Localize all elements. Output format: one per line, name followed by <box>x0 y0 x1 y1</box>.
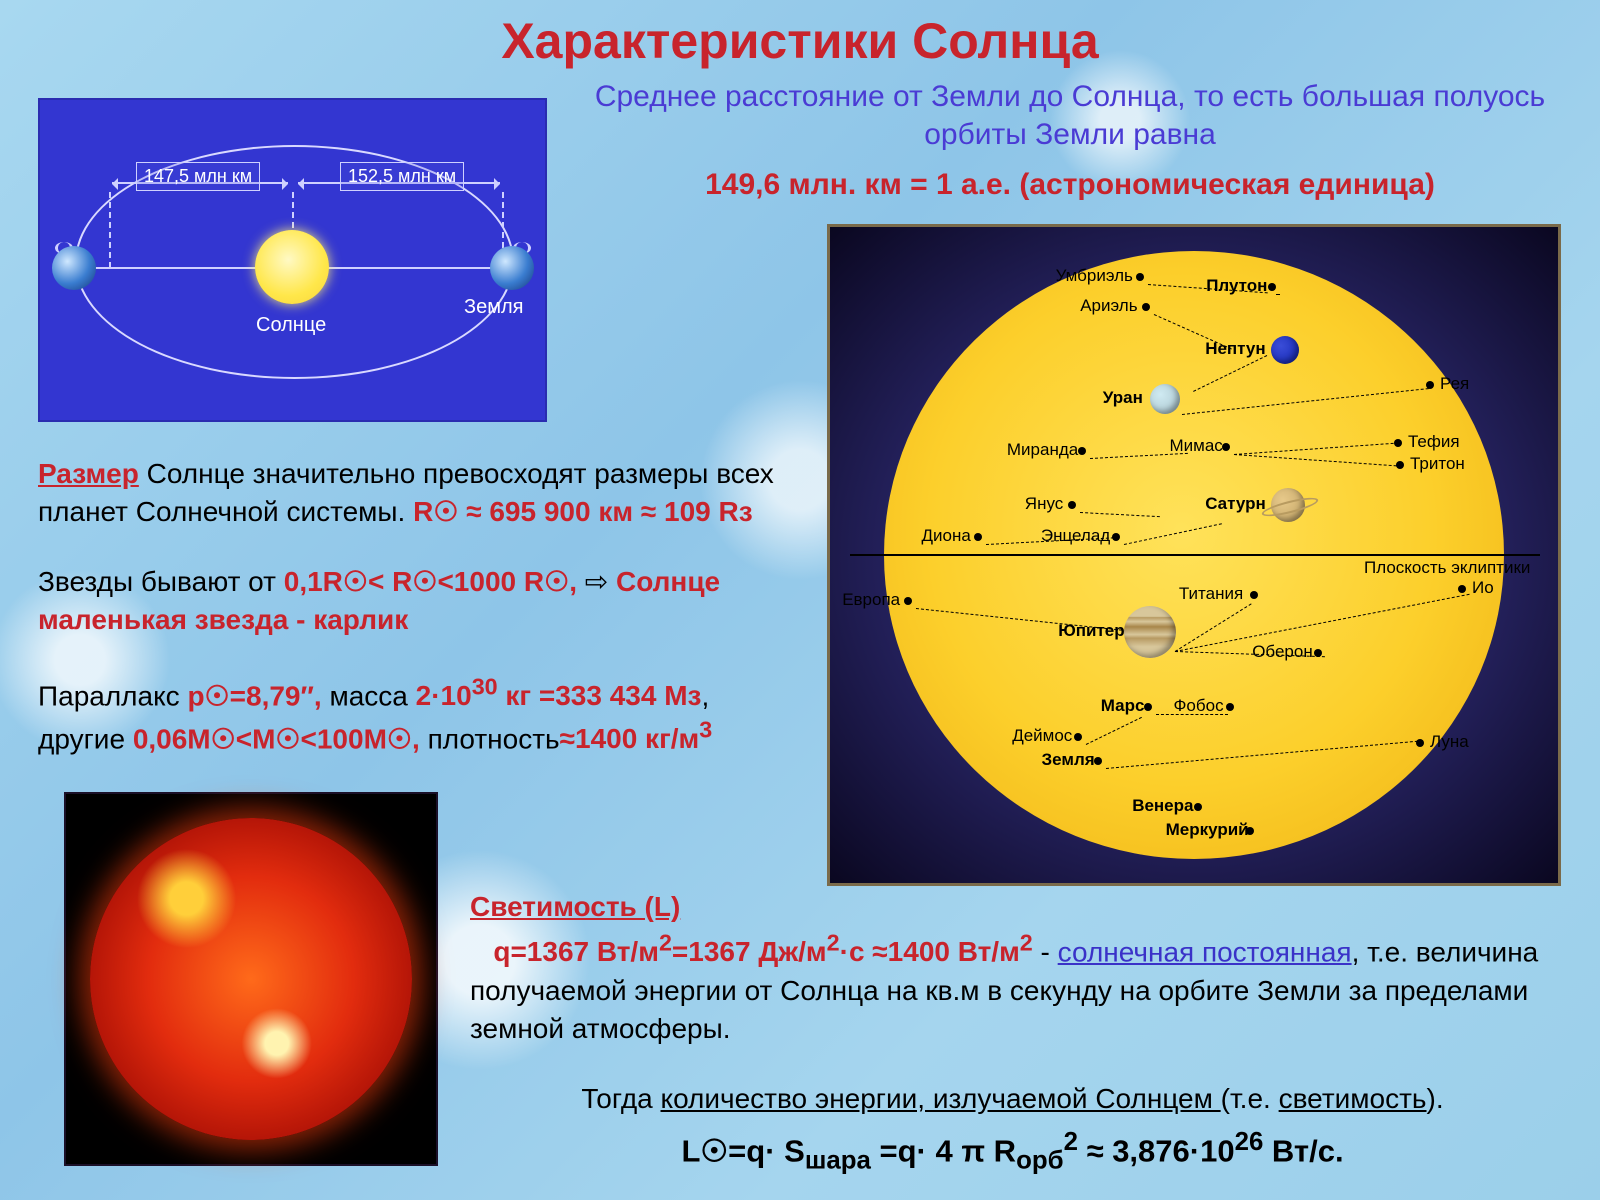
label-Титания: Титания <box>1179 584 1243 604</box>
orbit-sun-label: Солнце <box>256 314 326 337</box>
dot-Миранда <box>1078 447 1086 455</box>
luminosity-formula: L☉=q· Sшара =q· 4 π Rорб2 ≈ 3,876·1026 В… <box>470 1128 1555 1176</box>
ecliptic-label: Плоскость эклиптики <box>1364 558 1530 578</box>
mass-density: ≈1400 кг/м3 <box>560 723 713 754</box>
label-Ариэль: Ариэль <box>1080 296 1137 316</box>
dot-Ио <box>1458 585 1466 593</box>
dot-Деймос <box>1074 733 1082 741</box>
size-label: Размер <box>38 458 139 489</box>
luminosity-paragraph: Светимость (L) q=1367 Вт/м2=1367 Дж/м2·с… <box>470 888 1555 1049</box>
dot-Марс <box>1144 703 1152 711</box>
orbit-earth-label: Земля <box>464 296 523 319</box>
label-Мимас: Мимас <box>1170 436 1223 456</box>
label-Юпитер: Юпитер <box>1058 621 1124 641</box>
mass-t4: плотность <box>420 723 560 754</box>
dot-Ариэль <box>1142 303 1150 311</box>
stars-arrow-icon: ⇨ <box>585 566 616 597</box>
label-Диона: Диона <box>922 526 971 546</box>
label-Луна: Луна <box>1430 732 1469 752</box>
dot-Тефия <box>1394 439 1402 447</box>
slide-subtitle: Среднее расстояние от Земли до Солнца, т… <box>570 78 1570 153</box>
au-line: 149,6 млн. км = 1 а.е. (астрономическая … <box>570 168 1570 202</box>
planet-Сатурн <box>1271 488 1305 522</box>
sun-scale-diagram: Плоскость эклиптики Умбриэль Ариэль Плутон… <box>827 224 1561 886</box>
dot-Тритон <box>1396 461 1404 469</box>
planet-Уран <box>1150 384 1180 414</box>
orbit-dash-left <box>109 192 111 268</box>
label-Меркурий: Меркурий <box>1166 820 1249 840</box>
orbit-aphelion-label: 152,5 млн км <box>340 162 464 191</box>
label-Тефия: Тефия <box>1408 432 1460 452</box>
stars-t1: Звезды бывают от <box>38 566 284 597</box>
dot-Мимас <box>1222 443 1230 451</box>
dot-Земля <box>1094 757 1102 765</box>
lum2-t: Тогда <box>581 1083 660 1114</box>
planet-Нептун <box>1271 336 1299 364</box>
lum2-u2: светимость <box>1279 1083 1427 1114</box>
orbit-diagram: 147,5 млн км 152,5 млн км Солнце Земля <box>38 98 547 422</box>
dot-Европа <box>904 597 912 605</box>
dot-Титания <box>1250 591 1258 599</box>
orbit-sun <box>255 230 329 304</box>
label-Фобос: Фобос <box>1174 696 1224 716</box>
mass-paragraph: Параллакс p☉=8,79″, масса 2·1030 кг =333… <box>38 672 778 758</box>
mass-value: 2·1030 кг =333 434 Mз <box>416 680 702 711</box>
planet-Юпитер <box>1124 606 1176 658</box>
label-Оберон: Оберон <box>1252 642 1313 662</box>
sun-ball-icon <box>90 818 412 1140</box>
dot-Янус <box>1068 501 1076 509</box>
dot-Энцелад <box>1112 533 1120 541</box>
label-Венера: Венера <box>1132 796 1193 816</box>
label-Рея: Рея <box>1440 374 1469 394</box>
lum2-end: ). <box>1427 1083 1444 1114</box>
label-Тритон: Тритон <box>1410 454 1465 474</box>
label-Янус: Янус <box>1025 494 1063 514</box>
label-Сатурн: Сатурн <box>1205 494 1266 514</box>
label-Миранда: Миранда <box>1007 440 1078 460</box>
dot-Оберон <box>1314 649 1322 657</box>
label-Марс: Марс <box>1101 696 1145 716</box>
lum-dash: - <box>1033 936 1058 967</box>
star-range-paragraph: Звезды бывают от 0,1R☉< R☉<1000 R☉, ⇨ Со… <box>38 563 778 639</box>
dot-Фобос <box>1226 703 1234 711</box>
dot-Луна <box>1416 739 1424 747</box>
mass-t2: масса <box>322 680 416 711</box>
mass-t1: Параллакс <box>38 680 187 711</box>
ecliptic-line <box>850 554 1540 556</box>
mass-range: 0,06М☉<М☉<100М☉, <box>133 723 420 754</box>
label-Уран: Уран <box>1103 388 1143 408</box>
orbit-perihelion-label: 147,5 млн км <box>136 162 260 191</box>
label-Земля: Земля <box>1042 750 1095 770</box>
sun-photo <box>64 792 438 1166</box>
dash-line <box>1276 294 1280 295</box>
lum2-mid: (т.е. <box>1221 1083 1279 1114</box>
mass-parallax: p☉=8,79″, <box>187 680 321 711</box>
lum-q: q=1367 Вт/м2=1367 Дж/м2·с ≈1400 Вт/м2 <box>493 936 1032 967</box>
label-Деймос: Деймос <box>1012 726 1072 746</box>
orbit-earth-left <box>52 246 96 290</box>
dot-Венера <box>1194 803 1202 811</box>
slide-title: Характеристики Солнца <box>0 12 1600 70</box>
label-Европа: Европа <box>842 590 900 610</box>
dot-Плутон <box>1268 283 1276 291</box>
luminosity-then: Тогда количество энергии, излучаемой Сол… <box>470 1080 1555 1119</box>
label-Нептун: Нептун <box>1205 339 1265 359</box>
label-Плутон: Плутон <box>1206 276 1267 296</box>
label-Энцелад: Энцелад <box>1041 526 1110 546</box>
label-Ио: Ио <box>1472 578 1494 598</box>
dot-Умбриэль <box>1136 273 1144 281</box>
size-radius: R☉ ≈ 695 900 км ≈ 109 Rз <box>413 496 753 527</box>
size-paragraph: Размер Солнце значительно превосходят ра… <box>38 455 778 531</box>
lum2-u1: количество энергии, излучаемой Солнцем <box>661 1083 1221 1114</box>
stars-range: 0,1R☉< R☉<1000 R☉, <box>284 566 585 597</box>
dot-Рея <box>1426 381 1434 389</box>
solar-constant-link: солнечная постоянная <box>1058 936 1352 967</box>
lum-header: Светимость (L) <box>470 891 680 922</box>
orbit-earth-right <box>490 246 534 290</box>
label-Умбриэль: Умбриэль <box>1056 266 1133 286</box>
dot-Диона <box>974 533 982 541</box>
